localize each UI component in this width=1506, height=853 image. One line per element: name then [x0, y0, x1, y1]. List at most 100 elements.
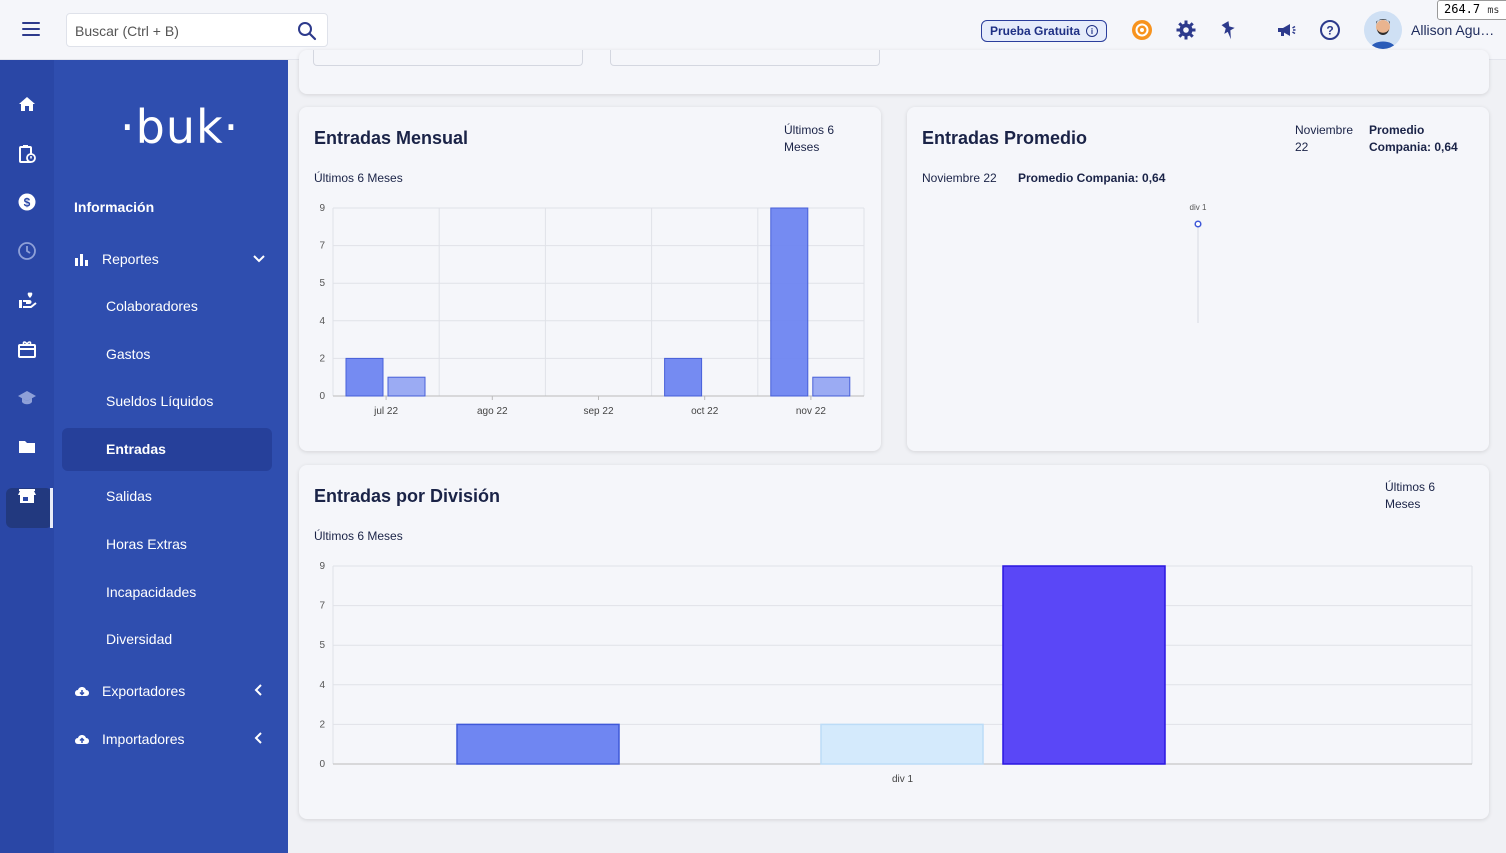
- perf-readout: 264.7 ms: [1437, 0, 1506, 20]
- buk-logo[interactable]: ·buk·: [120, 100, 240, 154]
- clipboard-clock-icon[interactable]: [17, 144, 37, 164]
- chevron-down-icon: [253, 255, 265, 263]
- bar: [812, 376, 851, 397]
- exportadores-label: Exportadores: [102, 683, 186, 699]
- bar: [387, 376, 426, 397]
- sidebar-item-colaboradores[interactable]: Colaboradores: [106, 298, 198, 314]
- y-tick-label: 5: [319, 278, 325, 289]
- bar: [1002, 565, 1166, 765]
- hand-heart-icon[interactable]: [17, 290, 37, 310]
- graduation-icon[interactable]: [17, 388, 37, 408]
- home-icon[interactable]: [17, 94, 37, 114]
- card-subtitle: Últimos 6 Meses: [314, 529, 403, 543]
- pin-icon[interactable]: [1218, 19, 1240, 41]
- avatar[interactable]: [1364, 11, 1402, 49]
- card-entradas-division: Entradas por División Últimos 6 Meses Úl…: [299, 465, 1489, 819]
- filter-select-2[interactable]: [610, 50, 880, 66]
- megaphone-icon[interactable]: [1275, 19, 1297, 41]
- card-title: Entradas por División: [314, 486, 501, 506]
- filter-select-1[interactable]: [313, 50, 583, 66]
- sidebar-item-gastos[interactable]: Gastos: [106, 346, 151, 362]
- x-tick-label: ago 22: [477, 406, 508, 417]
- category-label: div 1: [1190, 203, 1207, 212]
- x-tick-label: oct 22: [691, 406, 719, 417]
- bar: [820, 723, 984, 765]
- dollar-icon[interactable]: $: [17, 192, 37, 212]
- bar-chart-icon: [75, 254, 88, 266]
- store-icon[interactable]: [17, 486, 37, 506]
- card-average-label: Promedio Compania: 0,64: [1369, 123, 1458, 154]
- y-tick-label: 5: [319, 640, 325, 651]
- search-input[interactable]: [75, 20, 295, 42]
- data-point: [1194, 220, 1202, 228]
- reportes-label: Reportes: [102, 251, 159, 267]
- y-tick-label: 4: [319, 680, 325, 691]
- perf-value: 264.7: [1444, 2, 1481, 16]
- bar: [664, 357, 703, 397]
- chevron-left-icon: [254, 732, 262, 744]
- card-subtitle: Últimos 6 Meses: [314, 171, 403, 185]
- card-entradas-promedio: Entradas Promedio Noviembre 22 Promedio …: [907, 107, 1489, 451]
- reportes-group[interactable]: Reportes: [74, 247, 266, 271]
- card-period-label: Noviembre 22: [1295, 123, 1354, 154]
- gift-card-icon[interactable]: [17, 339, 37, 359]
- section-title: Información: [74, 199, 155, 215]
- exportadores-group[interactable]: Exportadores: [74, 679, 266, 703]
- cloud-download-icon: [75, 687, 89, 696]
- sidebar-item-horas-extras[interactable]: Horas Extras: [106, 536, 187, 552]
- sidebar: ·buk· Información Reportes Colaboradores…: [54, 60, 288, 853]
- sidebar-item-salidas[interactable]: Salidas: [106, 488, 152, 504]
- card-subtitle-period: Noviembre 22: [922, 171, 997, 185]
- y-tick-label: 0: [319, 391, 325, 402]
- chevron-left-icon: [254, 684, 262, 696]
- importadores-group[interactable]: Importadores: [74, 727, 266, 751]
- perf-unit: ms: [1487, 5, 1500, 16]
- y-tick-label: 4: [319, 316, 325, 327]
- y-tick-label: 2: [319, 353, 325, 364]
- y-tick-label: 9: [319, 203, 325, 214]
- importadores-label: Importadores: [102, 731, 185, 747]
- trial-badge[interactable]: Prueba Gratuita i: [981, 20, 1108, 42]
- user-name[interactable]: Allison Agu…: [1411, 22, 1495, 38]
- clock-icon[interactable]: [17, 241, 37, 261]
- sidebar-item-incapacidades[interactable]: Incapacidades: [106, 584, 197, 600]
- search-icon[interactable]: [297, 21, 317, 41]
- y-tick-label: 7: [319, 601, 325, 612]
- chart-entradas-division: 0 2 4 5 7 9 div 1: [319, 561, 1473, 785]
- x-tick-label: nov 22: [796, 406, 826, 417]
- filters-card: [299, 50, 1489, 94]
- menu-icon[interactable]: [22, 22, 40, 38]
- gear-icon[interactable]: [1175, 19, 1197, 41]
- info-icon: i: [1086, 25, 1099, 37]
- active-item-bg: [62, 428, 272, 471]
- card-title: Entradas Promedio: [922, 128, 1088, 148]
- card-period-label: Últimos 6 Meses: [1385, 480, 1436, 511]
- sidebar-item-sueldos[interactable]: Sueldos Líquidos: [106, 393, 214, 409]
- sidebar-item-diversidad[interactable]: Diversidad: [106, 631, 173, 647]
- support-icon[interactable]: [1131, 19, 1153, 41]
- cloud-upload-icon: [75, 735, 89, 744]
- bar: [770, 207, 809, 397]
- x-tick-label: jul 22: [373, 406, 398, 417]
- x-tick-label: sep 22: [583, 406, 613, 417]
- x-tick-label: div 1: [892, 774, 914, 785]
- card-period-label: Últimos 6 Meses: [784, 123, 835, 154]
- card-title: Entradas Mensual: [314, 128, 469, 148]
- trial-label: Prueba Gratuita: [990, 24, 1081, 38]
- rail-active-marker: [50, 488, 53, 528]
- sidebar-item-entradas[interactable]: Entradas: [106, 441, 166, 457]
- y-tick-label: 0: [319, 759, 325, 770]
- y-tick-label: 7: [319, 241, 325, 252]
- chart-entradas-promedio: div 1: [1190, 203, 1207, 323]
- bar: [345, 357, 384, 397]
- bar: [456, 723, 620, 765]
- svg-text:?: ?: [1326, 24, 1333, 38]
- y-tick-label: 2: [319, 719, 325, 730]
- svg-text:$: $: [24, 196, 31, 210]
- folder-icon[interactable]: [17, 437, 37, 457]
- search-box: [66, 13, 328, 47]
- chart-entradas-mensual: 0 2 4 5 7 9 jul 22 ago 22 sep 22 oct 22 nov 22: [319, 203, 865, 417]
- icon-rail: $: [0, 60, 54, 853]
- y-tick-label: 9: [319, 561, 325, 572]
- help-icon[interactable]: ?: [1319, 19, 1341, 41]
